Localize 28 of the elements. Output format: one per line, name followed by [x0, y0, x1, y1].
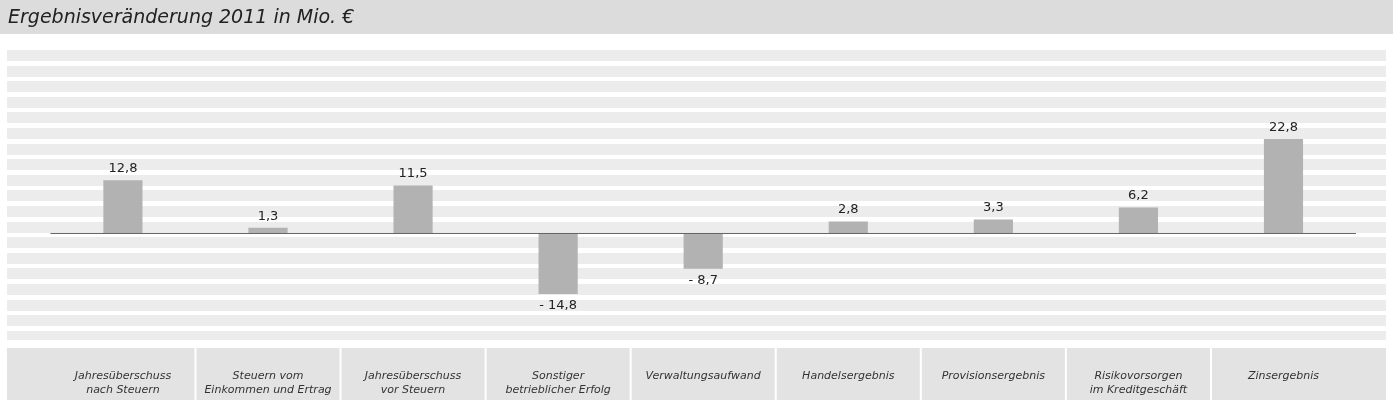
bar [248, 227, 288, 233]
x-tick-label: Sonstiger betrieblicher Erfolg [505, 369, 611, 396]
data-label: 6,2 [1128, 187, 1149, 203]
data-label: 12,8 [108, 160, 138, 176]
bar [973, 219, 1013, 233]
data-label: 2,8 [837, 201, 859, 217]
x-tick-label: Jahresüberschuss nach Steuern [72, 369, 172, 396]
x-tick-label: Handelsergebnis [802, 369, 895, 383]
chart-title: Ergebnisveränderung 2011 in Mio. € [8, 5, 355, 27]
data-label: - 14,8 [539, 296, 578, 312]
x-tick-label: Jahresüberschuss vor Steuern [362, 369, 462, 396]
x-tick-label: Provisionsergebnis [941, 369, 1046, 383]
data-label: - 8,7 [688, 271, 718, 287]
bar [103, 180, 143, 233]
bar [393, 185, 433, 233]
x-tick-label: Risikovorsorgen im Kreditgeschäft [1089, 369, 1188, 396]
data-label: 1,3 [257, 207, 279, 223]
x-tick-label: Zinsergebnis [1246, 369, 1320, 383]
data-label: 11,5 [398, 165, 428, 181]
bar [683, 232, 723, 269]
x-tick-label: Steuern vom Einkommen und Ertrag [204, 369, 332, 396]
bar [1118, 207, 1158, 233]
data-label: 22,8 [1269, 118, 1298, 134]
x-tick-label: Verwaltungsaufwand [645, 369, 762, 383]
bar [1263, 139, 1304, 233]
data-label: 3,3 [983, 199, 1004, 215]
bar [538, 232, 578, 294]
bar [828, 221, 868, 233]
